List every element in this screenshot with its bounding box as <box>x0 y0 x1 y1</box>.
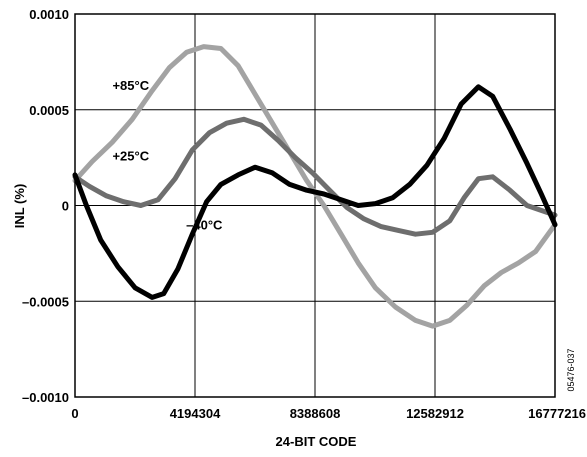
y-tick-label-1: 0.0005 <box>29 103 69 118</box>
y-tick-label-0: 0.0010 <box>29 7 69 22</box>
x-tick-labels: 0 4194304 8388608 12582912 16777216 <box>71 406 586 421</box>
series-line-25CC <box>72 116 558 237</box>
y-tick-label-3: –0.0005 <box>22 294 69 309</box>
x-axis-title: 24-BIT CODE <box>276 434 357 449</box>
x-tick-label-4: 16777216 <box>528 406 586 421</box>
series-layer <box>72 44 558 329</box>
series-line-40CC <box>72 84 558 300</box>
series-annotations: +85°C +25°C –40°C <box>112 78 223 233</box>
series-label-1: +25°C <box>112 149 149 164</box>
series-label-2: –40°C <box>186 218 223 233</box>
x-tick-label-0: 0 <box>71 406 78 421</box>
figure-id: 05476-037 <box>566 348 576 391</box>
y-tick-labels: 0.0010 0.0005 0 –0.0005 –0.0010 <box>22 7 69 405</box>
x-tick-label-2: 8388608 <box>290 406 341 421</box>
series-label-0: +85°C <box>112 78 149 93</box>
x-tick-label-1: 4194304 <box>170 406 221 421</box>
y-tick-label-4: –0.0010 <box>22 390 69 405</box>
y-tick-label-2: 0 <box>62 199 69 214</box>
plot-frame <box>74 13 556 398</box>
x-tick-label-3: 12582912 <box>406 406 464 421</box>
y-axis-title: INL (%) <box>12 184 27 229</box>
